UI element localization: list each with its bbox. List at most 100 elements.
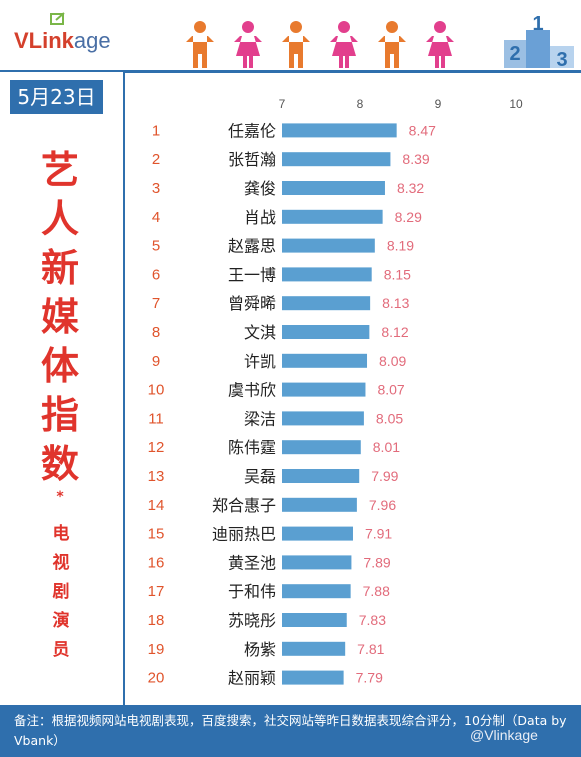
score-bar [282,267,372,282]
panel-divider [123,72,125,705]
artist-name: 杨紫 [244,640,276,659]
score-bar [282,181,385,195]
score-value-label: 7.89 [363,554,390,570]
title-char: 体 [40,344,79,388]
artist-name: 吴磊 [244,467,276,486]
score-value-label: 8.12 [381,324,408,340]
score-value-label: 7.79 [356,670,383,686]
score-value-label: 8.05 [376,410,403,426]
score-value-label: 8.09 [379,353,406,369]
subtitle-char: 员 [52,640,70,660]
person-figure-icon [426,21,454,68]
score-value-label: 8.13 [382,295,409,311]
date-badge: 5月23日 [10,80,103,114]
rank-number: 6 [152,266,160,283]
artist-name: 任嘉伦 [228,121,276,140]
left-panel [0,72,124,705]
score-value-label: 7.81 [357,641,384,657]
x-tick-label: 10 [509,97,523,111]
artist-name: 肖战 [244,208,276,227]
person-figure-icon [186,21,214,68]
artist-name: 赵露思 [228,237,276,256]
score-bar [282,325,370,339]
person-figure-icon [330,21,358,68]
artist-name: 许凯 [244,352,276,371]
rank-number: 8 [152,324,160,341]
rank-number: 16 [148,554,165,571]
footer-note: 备注：根据视频网站电视剧表现，百度搜索，社交网站等昨日数据表现综合评分，10分制… [14,713,567,748]
header: VLinkage 2 1 3 [0,0,581,72]
artist-name: 郑合惠子 [212,496,276,515]
rank-number: 20 [148,670,165,687]
page-title: 艺 人 新 媒 体 指 数 * [30,146,90,504]
score-bar [282,469,360,483]
rank-number: 3 [152,180,160,197]
person-figure-icon [282,21,310,68]
title-char: 数 [40,442,79,486]
rank-number: 17 [148,583,165,600]
rank-number: 9 [152,353,160,370]
artist-name: 王一博 [228,265,276,284]
podium-label-1: 1 [532,16,543,35]
score-value-label: 7.83 [359,612,386,628]
logo-light-text: age [73,28,111,53]
score-bar [282,613,347,627]
score-value-label: 7.91 [365,526,392,542]
rank-number: 5 [152,238,160,255]
artist-name: 赵丽颖 [228,669,276,688]
logo-bold-text: VLink [14,28,74,53]
rank-number: 1 [152,122,160,139]
artist-name: 张哲瀚 [228,150,276,169]
rank-number: 12 [148,439,165,456]
weibo-watermark: @Vlinkage [470,727,538,743]
person-figures-icon [186,21,454,68]
score-bar [282,382,366,397]
x-tick-label: 7 [279,97,286,111]
title-char: 媒 [40,295,79,339]
rank-number: 18 [148,612,165,629]
ranking-bar-chart: 7 8 9 10 1 任嘉伦 8.47 2 张哲瀚 8.39 3 龚俊 8.32 4 肖战 8.29 5 赵露思 8… [148,97,523,688]
score-bar [282,584,351,599]
score-value-label: 8.47 [409,122,436,138]
score-bar [282,353,368,368]
podium-icon: 2 1 3 [504,16,574,68]
artist-name: 于和伟 [228,582,276,601]
score-bar [282,123,397,138]
podium-label-3: 3 [556,49,567,68]
artist-name: 陈伟霆 [228,438,276,457]
score-bar [282,238,375,253]
subtitle-char: 电 [52,524,70,544]
score-bar [282,152,391,167]
rank-number: 13 [148,468,165,485]
score-value-label: 8.15 [384,266,411,282]
rank-number: 2 [152,151,160,168]
podium-label-2: 2 [509,43,520,65]
score-value-label: 8.01 [373,439,400,455]
score-value-label: 8.07 [377,382,404,398]
page-subtitle: 电 视 剧 演 员 [44,520,78,665]
artist-name: 迪丽热巴 [212,525,276,544]
artist-name: 龚俊 [244,179,276,198]
logo-mark-icon [50,12,65,25]
title-char: 人 [40,197,79,241]
score-value-label: 8.19 [387,238,414,254]
score-bar [282,670,344,685]
rank-number: 4 [152,209,160,226]
weibo-watermark-text: @Vlinkage [470,727,538,743]
score-bar [282,555,352,570]
header-divider [0,70,581,73]
artist-name: 黄圣池 [228,553,276,572]
score-value-label: 8.39 [402,151,429,167]
rank-number: 11 [148,410,164,427]
x-tick-label: 8 [357,97,364,111]
artist-name: 文淇 [244,323,276,342]
score-value-label: 8.32 [397,180,424,196]
artist-name: 曾舜晞 [228,294,276,313]
person-figure-icon [234,21,262,68]
subtitle-char: 视 [52,553,70,573]
score-bar [282,296,371,311]
score-bar [282,497,357,512]
subtitle-char: 剧 [52,582,70,602]
rank-number: 7 [152,295,160,312]
vlinkage-logo: VLinkage [14,28,111,54]
